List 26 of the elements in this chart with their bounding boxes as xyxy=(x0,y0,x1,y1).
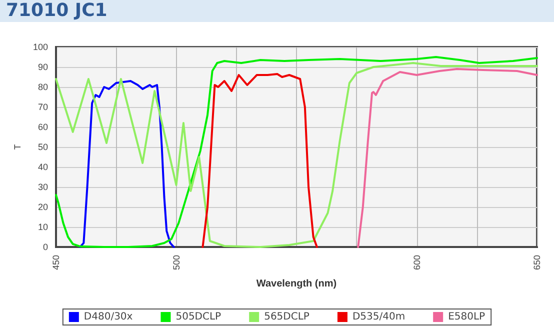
x-tick-label: 450 xyxy=(51,255,61,270)
x-tick-label: 500 xyxy=(171,255,182,270)
x-tick-label: 650 xyxy=(532,255,542,270)
y-tick-label: 100 xyxy=(32,42,48,52)
legend-label: 565DCLP xyxy=(264,312,310,322)
y-tick-label: 10 xyxy=(38,222,48,232)
y-axis-title: T xyxy=(12,144,22,150)
x-axis-title: Wavelength (nm) xyxy=(256,278,337,290)
legend-label: E580LP xyxy=(448,312,486,322)
line-series xyxy=(357,68,538,248)
x-tick-label: 600 xyxy=(412,255,422,270)
legend-label: D480/30x xyxy=(84,312,133,322)
y-tick-label: 30 xyxy=(38,182,48,192)
y-tick-label: 40 xyxy=(38,162,48,172)
legend-label: D535/40m xyxy=(352,312,406,322)
y-tick-label: 60 xyxy=(38,122,48,132)
y-tick-label: 20 xyxy=(38,202,48,212)
chart-title: 71010 JC1 xyxy=(0,0,554,22)
line-series xyxy=(79,80,175,248)
y-tick-label: 80 xyxy=(38,82,48,92)
y-tick-label: 0 xyxy=(42,242,48,252)
line-series xyxy=(202,73,318,248)
y-tick-label: 50 xyxy=(38,142,48,152)
y-tick-label: 90 xyxy=(38,62,48,72)
y-tick-label: 70 xyxy=(38,102,48,112)
legend-label: 505DCLP xyxy=(176,312,222,322)
